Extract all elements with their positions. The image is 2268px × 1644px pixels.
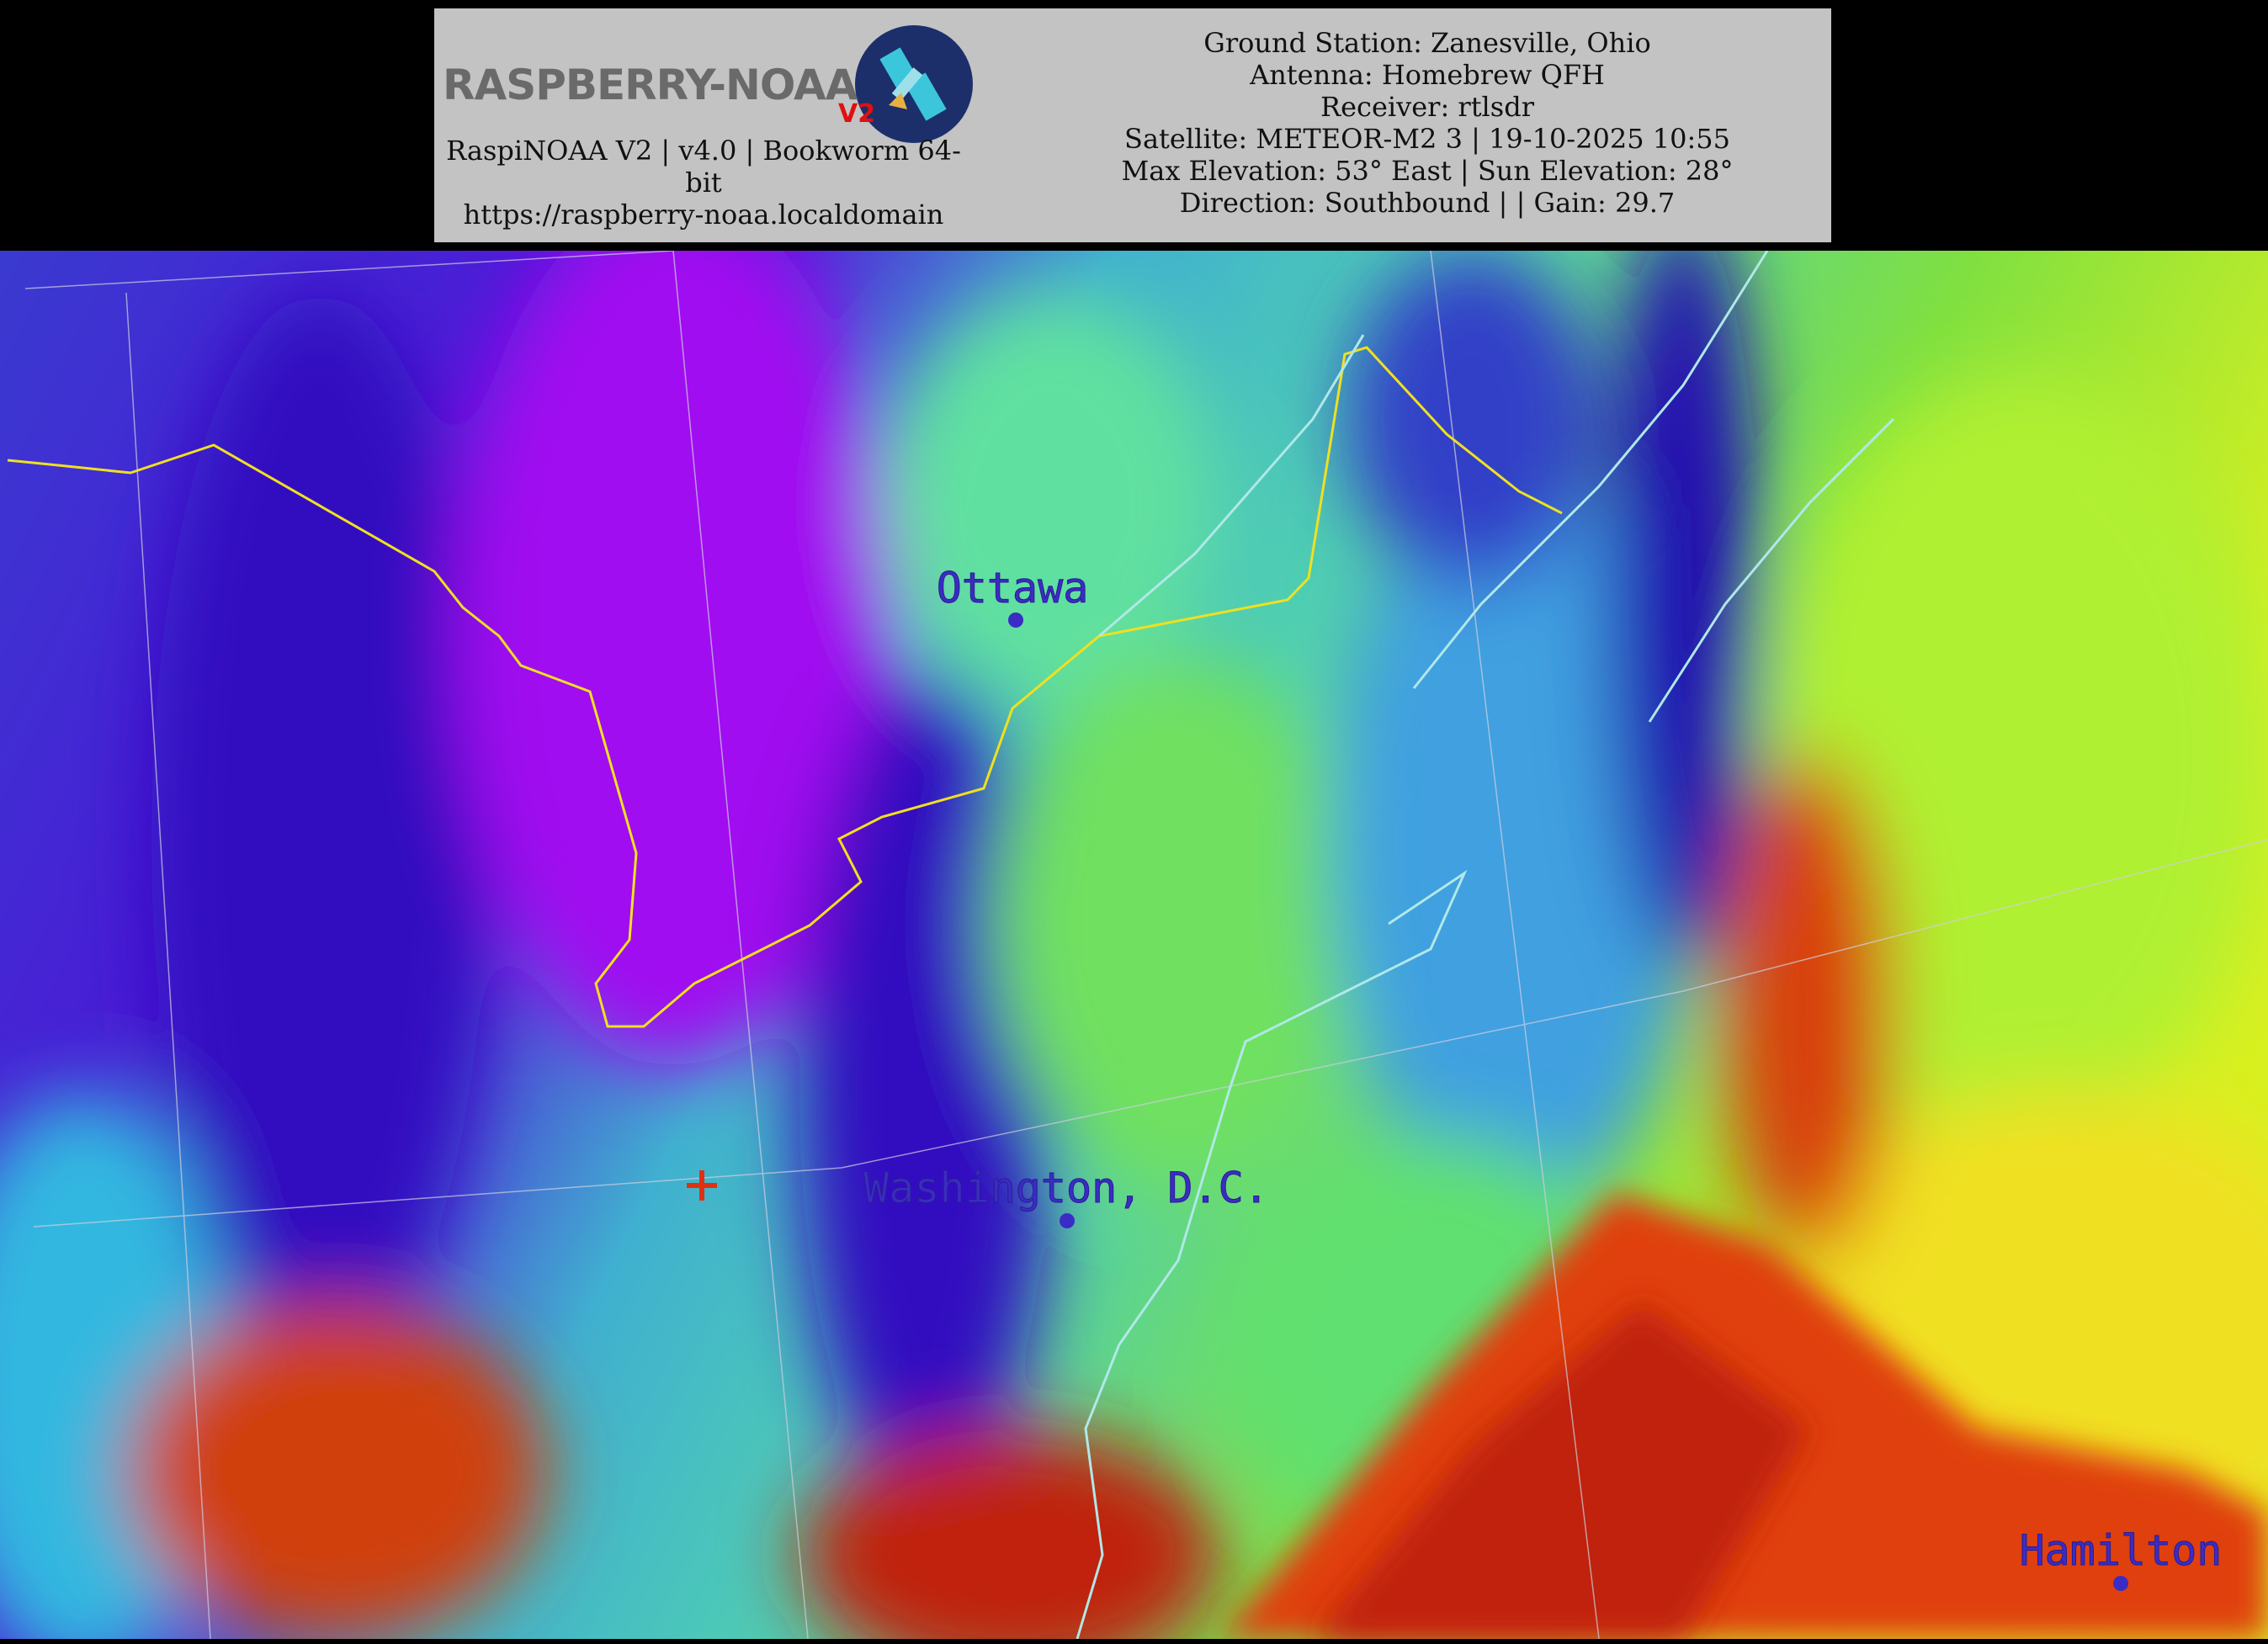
coastline (1076, 251, 1895, 1639)
satellite-icon (855, 25, 973, 143)
cloud-field (0, 251, 2268, 1639)
receiver: Receiver: rtlsdr (1320, 91, 1534, 123)
info-header: RASPBERRY-NOAA V2 RaspiNOAA V2 | v4.0 | … (434, 8, 1831, 242)
city-dot-ottawa (1008, 613, 1023, 628)
satellite-map: Ottawa Washington, D.C. Hamilton (0, 251, 2268, 1639)
hot-region (1313, 1302, 1809, 1639)
elevation: Max Elevation: 53° East | Sun Elevation:… (1121, 155, 1734, 187)
city-label-ottawa: Ottawa (937, 564, 1089, 613)
city-dot-hamilton (2113, 1576, 2128, 1591)
software-info: RaspiNOAA V2 | v4.0 | Bookworm 64-bit ht… (434, 135, 973, 231)
version-line: RaspiNOAA V2 | v4.0 | Bookworm 64-bit (446, 135, 961, 199)
graticule (24, 251, 2268, 1639)
direction-gain: Direction: Southbound | | Gain: 29.7 (1179, 187, 1676, 219)
logo-badge: V2 (838, 99, 876, 129)
raspberry-noaa-logo: RASPBERRY-NOAA V2 (443, 17, 981, 143)
logo-text: RASPBERRY-NOAA (443, 61, 858, 109)
antenna: Antenna: Homebrew QFH (1250, 59, 1605, 91)
city-label-washington: Washington, D.C. (863, 1164, 1269, 1212)
url-line: https://raspberry-noaa.localdomain (463, 199, 944, 231)
pass-info: Ground Station: Zanesville, Ohio Antenna… (1023, 27, 1831, 219)
ground-station: Ground Station: Zanesville, Ohio (1203, 27, 1651, 59)
satellite: Satellite: METEOR-M2 3 | 19-10-2025 10:5… (1124, 123, 1730, 155)
national-border (7, 346, 1563, 1028)
plus-marker-icon (687, 1170, 717, 1201)
city-dot-washington (1060, 1213, 1075, 1228)
city-label-hamilton: Hamilton (2020, 1526, 2223, 1575)
